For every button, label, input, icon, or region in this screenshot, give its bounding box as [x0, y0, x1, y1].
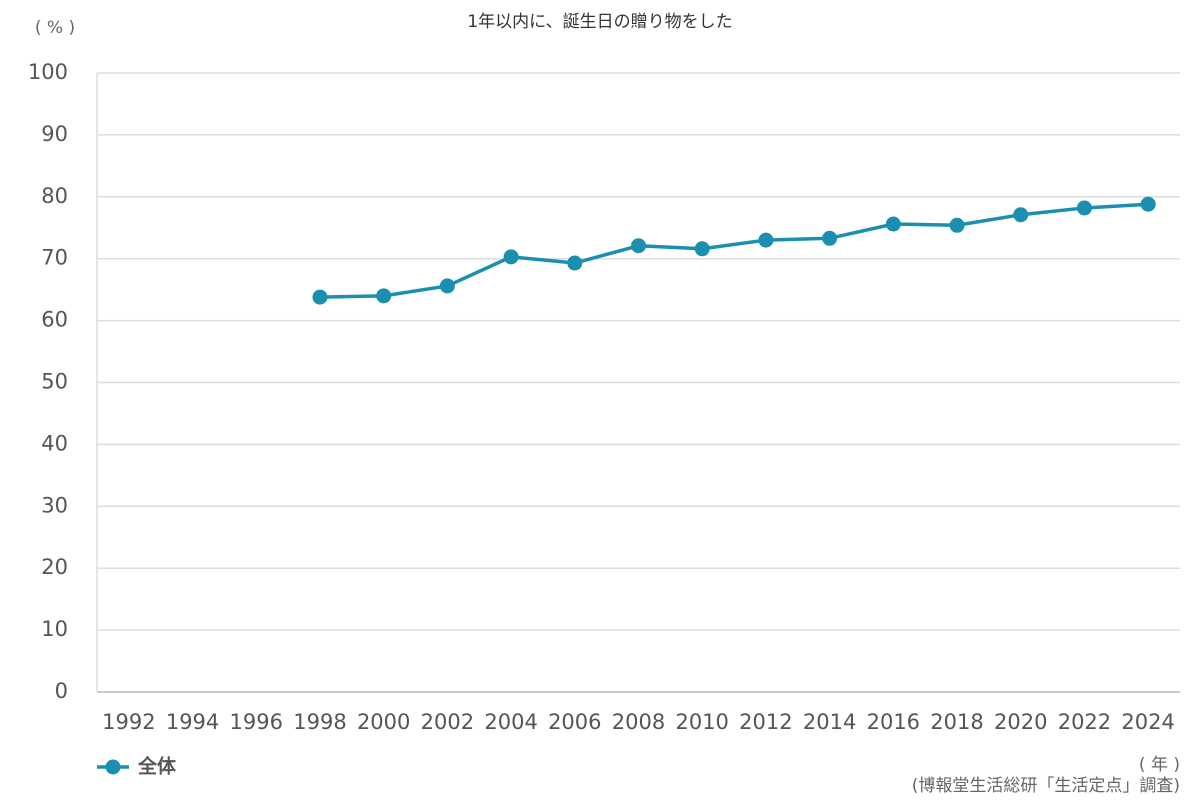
- point: [503, 249, 519, 265]
- x-tick-label: 2024: [1121, 710, 1174, 734]
- x-tick-label: 2006: [548, 710, 601, 734]
- y-tick-label: 70: [41, 246, 68, 270]
- y-axis-unit: ( % ): [35, 18, 75, 38]
- x-tick-label: 2016: [867, 710, 920, 734]
- chart-title: 1年以内に、誕生日の贈り物をした: [467, 12, 732, 32]
- x-tick-label: 2018: [930, 710, 983, 734]
- x-tick-label: 2004: [484, 710, 537, 734]
- point: [822, 230, 838, 246]
- point: [631, 238, 646, 254]
- x-tick-label: 2008: [612, 710, 665, 734]
- point: [312, 289, 328, 305]
- x-tick-label: 2000: [357, 710, 410, 734]
- point: [885, 216, 901, 232]
- x-tick-label: 2002: [421, 710, 474, 734]
- y-tick-label: 50: [41, 370, 68, 394]
- point: [567, 255, 583, 271]
- y-tick-label: 80: [41, 184, 68, 208]
- point: [694, 241, 710, 257]
- y-tick-label: 30: [41, 493, 68, 517]
- point: [758, 232, 774, 248]
- x-tick-label: 1994: [166, 710, 219, 734]
- point: [949, 217, 965, 233]
- legend-marker: [105, 759, 121, 775]
- x-tick-label: 2014: [803, 710, 856, 734]
- x-tick-label: 2022: [1058, 710, 1111, 734]
- legend-label: 全体: [137, 755, 177, 778]
- y-tick-label: 0: [55, 679, 68, 703]
- x-tick-label: 2010: [675, 710, 728, 734]
- point: [1013, 207, 1029, 223]
- y-tick-label: 90: [41, 122, 68, 146]
- x-tick-label: 1998: [293, 710, 346, 734]
- x-tick-label: 2020: [994, 710, 1047, 734]
- point: [376, 288, 392, 304]
- y-tick-label: 20: [41, 555, 68, 579]
- y-tick-label: 40: [41, 431, 68, 455]
- y-tick-label: 10: [41, 617, 68, 641]
- x-tick-label: 2012: [739, 710, 792, 734]
- point: [1076, 200, 1092, 216]
- point: [439, 278, 455, 294]
- x-tick-label: 1992: [102, 710, 155, 734]
- source: (博報堂生活総研「生活定点」調査): [912, 776, 1180, 796]
- line: [319, 202, 1149, 299]
- y-tick-label: 100: [28, 60, 68, 84]
- point: [1140, 196, 1156, 212]
- y-tick-label: 60: [41, 308, 68, 332]
- x-axis-unit: ( 年 ): [1139, 755, 1180, 775]
- x-tick-label: 1996: [230, 710, 283, 734]
